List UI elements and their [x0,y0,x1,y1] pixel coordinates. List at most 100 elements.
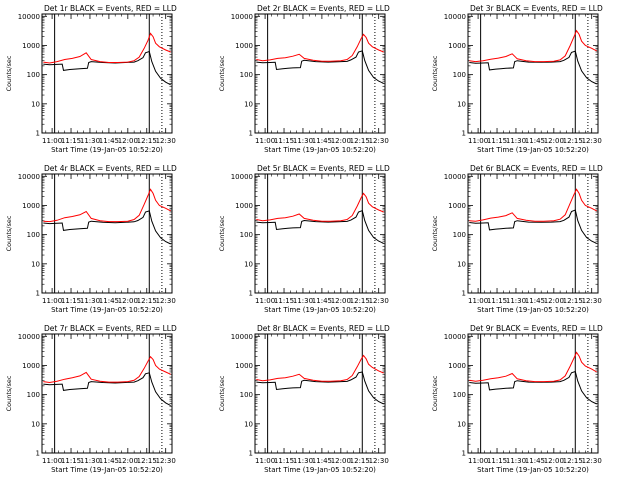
x-tick-label: 11:00 [42,457,62,465]
chart-panel-2: Det 2r BLACK = Events, RED = LLD 1 10 100 10… [218,4,390,154]
y-tick-label: 1 [249,130,253,138]
x-tick-label: 12:00 [544,457,564,465]
series-line-lld [469,351,597,383]
x-tick-label: 11:30 [506,137,526,145]
chart-title: Det 8r BLACK = Events, RED = LLD [257,324,390,333]
y-tick-label: 1 [36,290,40,298]
y-tick-label: 1 [36,130,40,138]
x-tick-label: 11:45 [312,137,332,145]
x-tick-label: 11:15 [274,297,294,305]
x-tick-label: 12:15 [137,457,157,465]
x-tick-label: 12:30 [582,457,602,465]
y-axis-label: Counts/sec [431,215,439,251]
chart-title: Det 1r BLACK = Events, RED = LLD [44,4,177,13]
y-axis-label: Counts/sec [431,55,439,91]
y-tick-label: 100 [240,231,253,239]
x-tick-label: 12:15 [563,137,583,145]
x-axis-label: Start Time (19-Jan-05 10:52:20) [51,146,163,154]
x-axis-label: Start Time (19-Jan-05 10:52:20) [51,306,163,314]
x-tick-label: 11:45 [525,137,545,145]
series-line-lld [469,29,597,63]
x-tick-label: 12:15 [563,457,583,465]
y-tick-label: 1000 [235,42,253,50]
x-tick-label: 11:15 [487,137,507,145]
chart-panel-6: Det 6r BLACK = Events, RED = LLD 1 10 100 10… [431,164,603,314]
x-tick-label: 11:00 [468,297,488,305]
chart-title: Det 4r BLACK = Events, RED = LLD [44,164,177,173]
x-tick-label: 12:15 [137,297,157,305]
y-tick-label: 10 [244,260,253,268]
y-tick-label: 1 [462,290,466,298]
plot-frame [254,13,386,134]
chart-title: Det 2r BLACK = Events, RED = LLD [257,4,390,13]
x-tick-label: 11:15 [61,137,81,145]
x-tick-label: 11:15 [61,457,81,465]
series-line-lld [256,33,384,62]
x-tick-label: 11:30 [293,297,313,305]
plot-frame [254,173,386,294]
x-tick-label: 11:45 [99,137,119,145]
x-tick-label: 11:15 [274,137,294,145]
series-line-events [256,210,384,244]
x-tick-label: 12:30 [156,297,176,305]
plot-frame [467,13,599,134]
x-tick-label: 12:00 [331,137,351,145]
chart-title: Det 6r BLACK = Events, RED = LLD [470,164,603,173]
y-tick-label: 100 [27,391,40,399]
y-tick-label: 10 [31,260,40,268]
series-line-lld [43,355,171,384]
y-tick-label: 100 [240,71,253,79]
y-tick-label: 1 [249,450,253,458]
chart-panel-7: Det 7r BLACK = Events, RED = LLD 1 10 100 10… [5,324,177,474]
series-line-events [469,50,597,85]
x-axis-label: Start Time (19-Jan-05 10:52:20) [264,466,376,474]
y-tick-label: 1000 [22,42,40,50]
x-tick-label: 12:00 [118,137,138,145]
y-axis-label: Counts/sec [218,375,226,411]
series-line-lld [43,188,171,223]
y-tick-label: 10000 [444,333,466,341]
series-line-events [256,371,384,405]
x-tick-label: 11:45 [312,457,332,465]
x-tick-label: 12:15 [350,297,370,305]
chart-panel-5: Det 5r BLACK = Events, RED = LLD 1 10 100 10… [218,164,390,314]
y-tick-label: 10 [457,260,466,268]
x-tick-label: 12:30 [582,297,602,305]
y-tick-label: 1000 [22,202,40,210]
x-tick-label: 11:30 [80,137,100,145]
series-line-events [43,210,171,245]
y-axis-label: Counts/sec [5,55,13,91]
y-tick-label: 1 [462,450,466,458]
x-tick-label: 11:45 [525,297,545,305]
x-tick-label: 11:30 [293,457,313,465]
y-tick-label: 10 [31,420,40,428]
y-axis-label: Counts/sec [5,215,13,251]
chart-title: Det 5r BLACK = Events, RED = LLD [257,164,390,173]
y-tick-label: 1000 [448,202,466,210]
plot-frame [254,333,386,454]
x-tick-label: 12:15 [137,137,157,145]
y-tick-label: 100 [240,391,253,399]
plot-frame [467,173,599,294]
x-tick-label: 11:00 [255,137,275,145]
y-tick-label: 1 [249,290,253,298]
chart-panel-3: Det 3r BLACK = Events, RED = LLD 1 10 100 10… [431,4,603,154]
x-tick-label: 12:00 [331,457,351,465]
y-tick-label: 100 [453,71,466,79]
x-tick-label: 11:15 [487,297,507,305]
x-axis-label: Start Time (19-Jan-05 10:52:20) [477,466,589,474]
y-tick-label: 10 [244,420,253,428]
x-tick-label: 12:30 [369,457,389,465]
x-tick-label: 12:00 [118,297,138,305]
y-tick-label: 1 [36,450,40,458]
y-tick-label: 10 [31,100,40,108]
series-line-events [43,50,171,86]
x-axis-label: Start Time (19-Jan-05 10:52:20) [264,306,376,314]
x-tick-label: 11:45 [99,297,119,305]
x-tick-label: 11:30 [293,137,313,145]
y-tick-label: 10000 [18,13,40,21]
y-tick-label: 1 [462,130,466,138]
x-tick-label: 12:30 [156,137,176,145]
y-axis-label: Counts/sec [218,215,226,251]
